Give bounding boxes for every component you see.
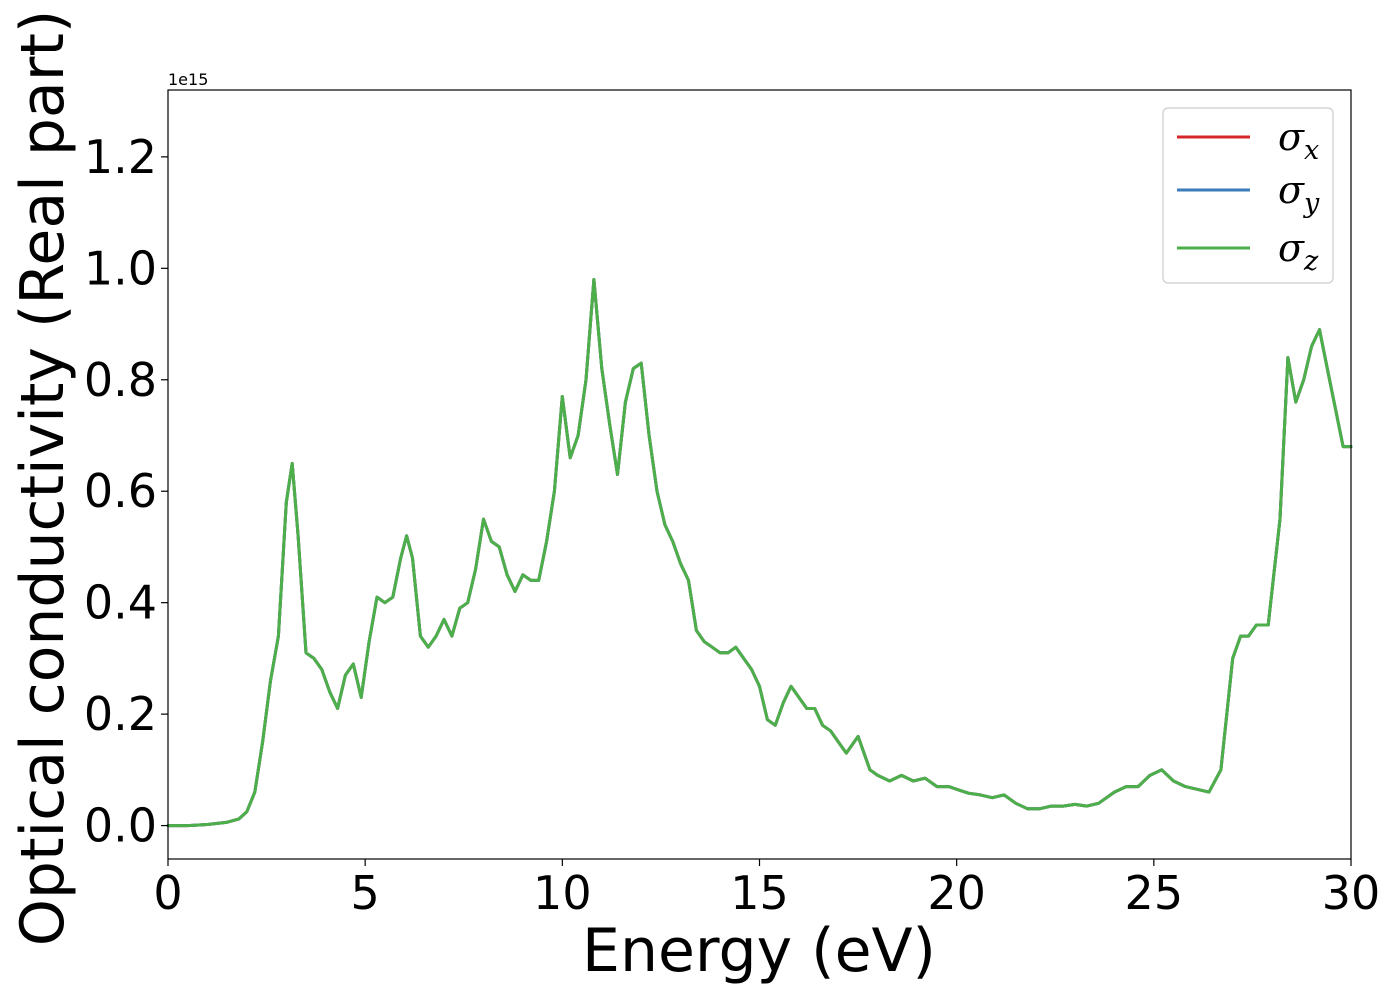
- x-tick-label: 0: [153, 866, 182, 920]
- y-axis-label: Optical conductivity (Real part): [8, 10, 78, 947]
- y-tick-label: 1.0: [84, 241, 157, 295]
- y-tick-label: 0.4: [84, 576, 157, 630]
- plot-area: [168, 90, 1351, 859]
- y-axis-ticks: 0.0 0.2 0.4 0.6 0.8 1.0 1.2: [84, 130, 168, 853]
- legend-label-σx: σx: [1278, 115, 1319, 166]
- y-tick-label: 1.2: [84, 130, 157, 184]
- legend-box: [1162, 107, 1334, 284]
- y-tick-label: 0.0: [84, 799, 157, 853]
- y-offset-label: 1e15: [168, 70, 208, 89]
- x-tick-label: 30: [1322, 866, 1381, 920]
- x-tick-label: 15: [730, 866, 789, 920]
- x-tick-label: 10: [533, 866, 592, 920]
- series-line-σz: [166, 278, 1353, 828]
- x-tick-label: 25: [1125, 866, 1184, 920]
- x-axis-label: Energy (eV): [582, 916, 936, 986]
- series-layer: [166, 278, 1353, 828]
- x-tick-label: 20: [927, 866, 986, 920]
- y-tick-label: 0.6: [84, 464, 157, 518]
- legend-label-σy: σy: [1278, 168, 1320, 219]
- y-tick-label: 0.2: [84, 687, 157, 741]
- legend-label-σz: σz: [1278, 226, 1319, 277]
- x-tick-label: 5: [351, 866, 380, 920]
- y-tick-label: 0.8: [84, 353, 157, 407]
- x-axis-ticks: 0 5 10 15 20 25 30: [153, 859, 1380, 920]
